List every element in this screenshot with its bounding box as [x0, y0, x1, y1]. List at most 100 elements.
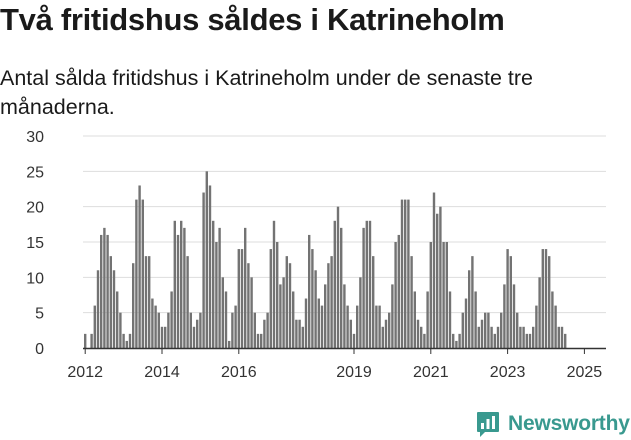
bar — [199, 312, 202, 348]
bar — [164, 326, 167, 348]
bar — [359, 277, 362, 348]
bar — [448, 291, 452, 348]
brand-name: Newsworthy — [508, 412, 630, 435]
bar — [455, 340, 458, 348]
bar — [256, 333, 260, 348]
bar — [141, 199, 144, 348]
bar — [228, 340, 231, 348]
bar — [343, 284, 346, 348]
bar — [180, 220, 183, 348]
bar — [340, 227, 343, 348]
bar — [282, 277, 285, 348]
bar — [215, 242, 218, 348]
bar — [484, 312, 487, 348]
bar — [375, 305, 378, 348]
x-tick-label: 2019 — [336, 364, 372, 381]
bar — [532, 326, 535, 348]
bar — [464, 298, 468, 348]
bar — [442, 242, 445, 348]
bar — [420, 326, 423, 348]
bar — [144, 256, 148, 348]
bar — [157, 312, 160, 348]
bar — [125, 340, 128, 348]
bar — [151, 298, 154, 348]
bar — [109, 256, 112, 348]
y-tick-label: 10 — [26, 270, 44, 287]
bar — [327, 263, 330, 348]
bar — [148, 256, 151, 348]
bar — [544, 249, 548, 348]
bar — [516, 312, 519, 348]
bar — [458, 333, 461, 348]
bar — [391, 284, 394, 348]
bar — [471, 256, 474, 348]
bar — [372, 256, 375, 348]
bar — [493, 333, 496, 348]
bar — [231, 312, 234, 348]
bar — [522, 326, 525, 348]
bar — [301, 326, 304, 348]
bar — [90, 333, 93, 348]
bar — [384, 319, 388, 348]
bar — [407, 199, 410, 348]
bar — [173, 220, 176, 348]
bar — [317, 298, 320, 348]
bar — [397, 234, 400, 348]
bar — [352, 333, 356, 348]
bar — [525, 333, 528, 348]
bar — [93, 305, 96, 348]
bar — [132, 263, 135, 348]
x-tick-label: 2025 — [567, 364, 603, 381]
bar — [205, 171, 208, 348]
bar — [333, 220, 336, 348]
bar — [557, 326, 560, 348]
bar — [253, 312, 256, 348]
x-tick-label: 2016 — [221, 364, 257, 381]
bar — [135, 199, 138, 348]
bar — [176, 234, 180, 348]
bar — [509, 256, 512, 348]
bar — [541, 249, 544, 348]
bar — [432, 192, 436, 348]
x-tick-label: 2012 — [67, 364, 103, 381]
bar — [336, 206, 340, 348]
bar — [388, 312, 391, 348]
bars — [84, 171, 567, 348]
bar — [330, 256, 333, 348]
bar — [477, 326, 480, 348]
bar — [365, 220, 368, 348]
gridlines — [83, 135, 606, 314]
bar — [320, 305, 324, 348]
bar — [170, 291, 173, 348]
bar — [244, 227, 247, 348]
y-tick-label: 25 — [26, 164, 44, 181]
bar — [128, 333, 132, 348]
bar — [314, 270, 317, 348]
bar — [234, 305, 237, 348]
bar — [564, 333, 567, 348]
bar — [295, 319, 298, 348]
bar — [519, 326, 522, 348]
bar — [186, 256, 189, 348]
bar — [378, 305, 381, 348]
bar — [554, 305, 557, 348]
bar — [160, 326, 164, 348]
y-tick-label: 15 — [26, 235, 44, 252]
bar — [103, 227, 106, 348]
chart-title: Två fritidshus såldes i Katrineholm — [0, 2, 505, 37]
bar — [506, 249, 509, 348]
bar — [202, 192, 205, 348]
bar — [96, 270, 100, 348]
bar — [260, 333, 263, 348]
bar — [512, 284, 516, 348]
bar — [276, 242, 279, 348]
bar — [362, 227, 365, 348]
chart-subtitle: Antal sålda fritidshus i Katrineholm und… — [0, 66, 534, 119]
bar — [154, 305, 157, 348]
bar — [183, 227, 186, 348]
bar — [474, 291, 477, 348]
bar — [560, 326, 564, 348]
bar — [221, 277, 224, 348]
highlight-data-label: 2 — [580, 0, 589, 4]
